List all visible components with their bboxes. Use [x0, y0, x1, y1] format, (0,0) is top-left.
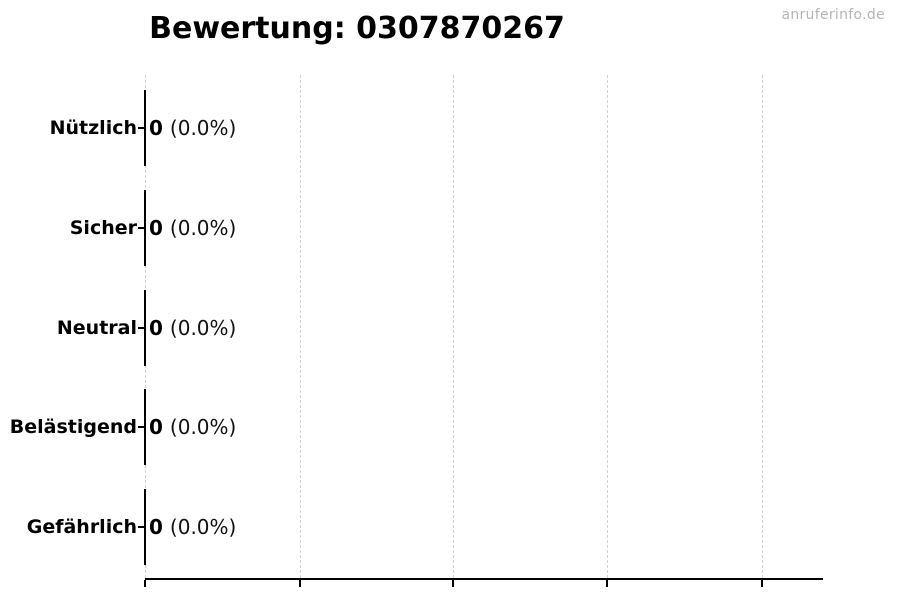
bar-value-percent: (0.0%) — [169, 515, 237, 539]
bar-value-count: 0 — [149, 415, 163, 439]
bar-value-label: 0 (0.0%) — [149, 90, 236, 166]
zero-bar-outline — [144, 290, 146, 366]
zero-bar-outline — [144, 190, 146, 266]
category-label: Gefährlich — [26, 516, 137, 538]
x-axis-tick — [606, 580, 608, 587]
bar-value-label: 0 (0.0%) — [149, 489, 236, 565]
y-axis-tick — [138, 127, 145, 129]
category-label: Belästigend — [9, 416, 137, 438]
bar-row: Neutral 0 (0.0%) — [0, 290, 900, 366]
x-gridline — [762, 75, 763, 578]
x-gridline — [453, 75, 454, 578]
chart-title: Bewertung: 0307870267 — [149, 11, 565, 46]
bar-value-percent: (0.0%) — [169, 316, 237, 340]
bar-value-count: 0 — [149, 316, 163, 340]
bar-value-percent: (0.0%) — [169, 216, 237, 240]
bar-row: Nützlich 0 (0.0%) — [0, 90, 900, 166]
x-axis-line — [145, 578, 823, 580]
x-axis-tick — [452, 580, 454, 587]
x-axis-tick — [299, 580, 301, 587]
y-axis-tick — [138, 526, 145, 528]
zero-bar-outline — [144, 389, 146, 465]
y-axis-tick — [138, 227, 145, 229]
x-axis-tick — [144, 580, 146, 587]
x-axis-tick — [761, 580, 763, 587]
category-label: Sicher — [69, 217, 137, 239]
category-label: Nützlich — [49, 117, 137, 139]
bar-row: Belästigend 0 (0.0%) — [0, 389, 900, 465]
y-axis-tick — [138, 327, 145, 329]
bar-row: Sicher 0 (0.0%) — [0, 190, 900, 266]
bar-row: Gefährlich 0 (0.0%) — [0, 489, 900, 565]
bar-value-percent: (0.0%) — [169, 116, 237, 140]
category-label: Neutral — [56, 317, 137, 339]
zero-bar-outline — [144, 90, 146, 166]
zero-bar-outline — [144, 489, 146, 565]
x-gridline — [607, 75, 608, 578]
bar-value-percent: (0.0%) — [169, 415, 237, 439]
bar-value-label: 0 (0.0%) — [149, 190, 236, 266]
bar-value-count: 0 — [149, 515, 163, 539]
y-axis-tick — [138, 426, 145, 428]
bar-value-count: 0 — [149, 116, 163, 140]
bar-value-label: 0 (0.0%) — [149, 389, 236, 465]
x-gridline — [300, 75, 301, 578]
watermark: anruferinfo.de — [781, 7, 885, 23]
bar-value-count: 0 — [149, 216, 163, 240]
bar-value-label: 0 (0.0%) — [149, 290, 236, 366]
